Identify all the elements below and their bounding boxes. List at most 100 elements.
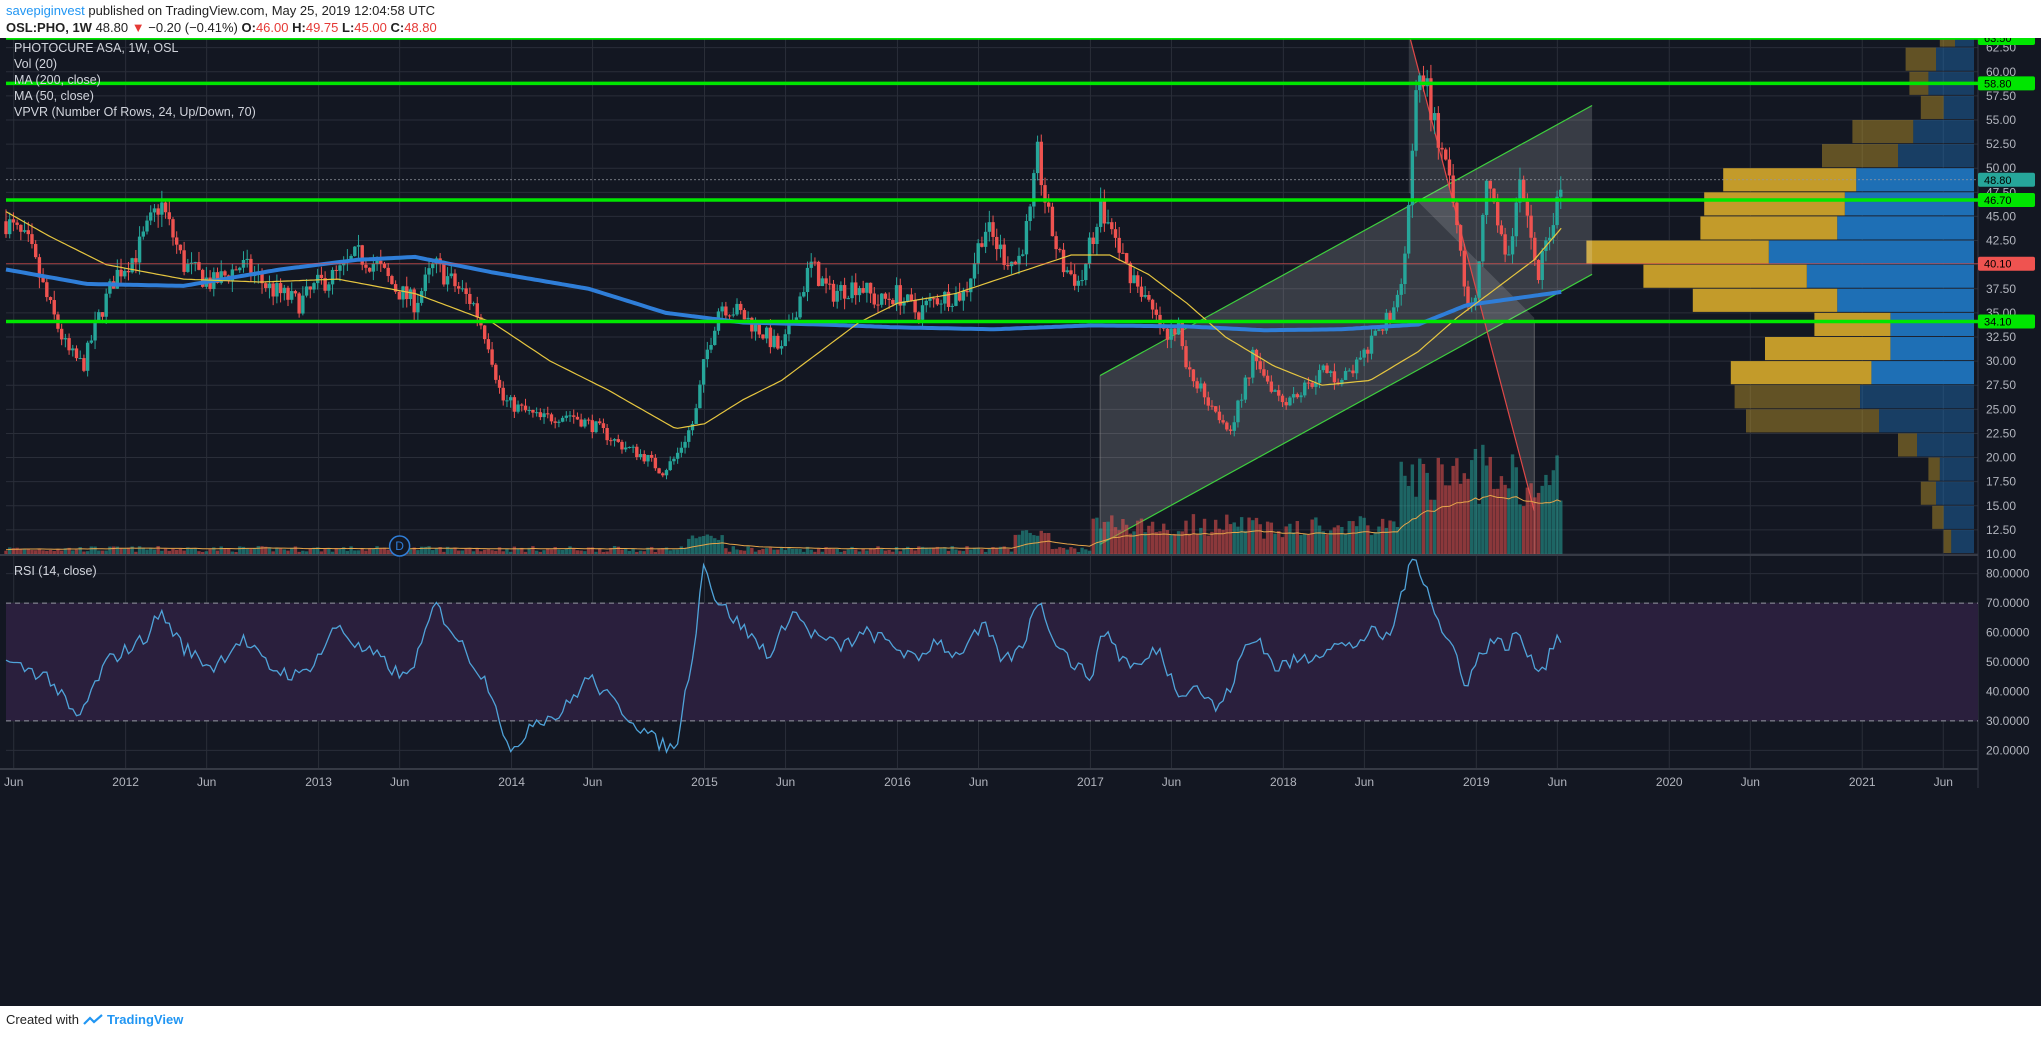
volume-bar xyxy=(1058,547,1062,554)
candle-body xyxy=(149,212,153,221)
candle-body xyxy=(1354,359,1359,374)
candle-body xyxy=(219,271,223,283)
volume-bar xyxy=(1369,535,1374,554)
volume-bar xyxy=(1021,530,1025,554)
volume-bar xyxy=(1384,527,1389,554)
candle-body xyxy=(215,272,220,283)
candle-body xyxy=(1466,286,1470,306)
tradingview-brand[interactable]: TradingView xyxy=(106,1012,184,1027)
candle-body xyxy=(37,257,42,278)
vp-bar-down xyxy=(1730,361,1872,385)
candle-body xyxy=(668,461,672,471)
candle-body xyxy=(137,236,142,263)
volume-bar xyxy=(917,546,921,554)
volume-bar xyxy=(590,547,594,554)
candle-body xyxy=(1540,250,1544,280)
candle-body xyxy=(423,274,428,292)
candle-body xyxy=(1143,295,1147,297)
candle-body xyxy=(661,473,665,476)
candle-body xyxy=(442,263,446,285)
volume-bar xyxy=(623,548,628,554)
volume-bar xyxy=(905,546,910,554)
candle-body xyxy=(145,220,149,232)
candle-body xyxy=(468,293,472,304)
candle-body xyxy=(1084,263,1088,281)
volume-bar xyxy=(891,551,895,554)
candle-body xyxy=(286,287,290,300)
candle-body xyxy=(19,224,23,232)
candle-body xyxy=(1477,261,1481,298)
dividend-marker[interactable]: D xyxy=(388,535,411,557)
candle-body xyxy=(267,283,272,289)
price-chart[interactable]: 10.00 12.50 15.00 17.50 20.00 22.50 25.00 27.50… xyxy=(0,38,2041,1006)
candle-body xyxy=(805,267,810,293)
legend-vol[interactable]: Vol (20) xyxy=(14,57,57,71)
time-axis[interactable]: Jun 2012 Jun 2013 Jun 2014 Jun 2015 Jun 2016 Jun 20… xyxy=(4,775,1953,789)
candle-body xyxy=(1102,199,1107,224)
volume-bar xyxy=(304,551,309,554)
candle-body xyxy=(367,267,372,272)
candle-body xyxy=(687,430,691,442)
rsi-axis[interactable]: 20.0000 30.0000 40.0000 50.0000 60.0000 70.00… xyxy=(1986,567,2030,758)
candle-body xyxy=(1154,309,1159,315)
volume-bar xyxy=(1228,524,1233,554)
candle-body xyxy=(1173,328,1177,335)
candle-body xyxy=(1288,397,1292,406)
candle-body xyxy=(163,202,168,213)
volume-bar xyxy=(464,548,468,554)
candle-body xyxy=(1176,322,1181,335)
time-tick-label: 2020 xyxy=(1656,775,1683,789)
legend-ma50[interactable]: MA (50, close) xyxy=(14,89,94,103)
volume-bar xyxy=(286,550,290,554)
price-tag-label: 58.80 xyxy=(1984,78,2012,90)
candle-body xyxy=(1536,259,1541,280)
price-axis[interactable]: 10.00 12.50 15.00 17.50 20.00 22.50 25.00 27.50… xyxy=(1986,41,2016,561)
candle-body xyxy=(1559,189,1563,197)
legend-vpvr[interactable]: VPVR (Number Of Rows, 24, Up/Down, 70) xyxy=(14,105,256,119)
candle-body xyxy=(1414,90,1418,151)
legend-rsi[interactable]: RSI (14, close) xyxy=(14,564,97,578)
volume-bar xyxy=(371,548,376,554)
candle-body xyxy=(1024,221,1029,255)
candle-body xyxy=(445,276,450,285)
candle-body xyxy=(1035,141,1040,174)
volume-bar xyxy=(1466,478,1470,554)
candle-body xyxy=(1013,261,1018,265)
volume-bar xyxy=(1444,485,1448,554)
volume-bar xyxy=(1239,517,1244,554)
candle-body xyxy=(679,447,684,453)
volume-bar xyxy=(59,550,64,554)
candle-body xyxy=(304,286,309,296)
price-tag-label: 46.70 xyxy=(1984,195,2012,207)
rsi-tick-label: 20.0000 xyxy=(1986,743,2030,757)
volume-bars xyxy=(4,444,1563,554)
candle-body xyxy=(1525,201,1530,216)
candle-body xyxy=(538,412,543,418)
high-value: 49.75 xyxy=(305,20,339,35)
volume-bar xyxy=(564,548,569,554)
volume-bar xyxy=(353,550,357,554)
volume-bar xyxy=(898,551,902,554)
vp-bar-up xyxy=(1951,529,1974,553)
volume-bar xyxy=(1265,521,1270,554)
volume-bar xyxy=(739,550,743,554)
candle-body xyxy=(353,246,357,256)
volume-bar xyxy=(1547,485,1552,554)
volume-bar xyxy=(1288,523,1292,554)
candle-body xyxy=(664,470,669,476)
candle-body xyxy=(705,349,710,360)
author-link[interactable]: savepiginvest xyxy=(6,3,85,18)
candle-body xyxy=(820,278,825,287)
candle-body xyxy=(965,290,969,293)
candle-body xyxy=(1521,179,1526,202)
candle-body xyxy=(48,297,53,301)
candle-body xyxy=(880,293,884,305)
candle-body xyxy=(779,346,784,349)
volume-bar xyxy=(679,546,684,554)
candle-body xyxy=(271,283,275,297)
volume-bar xyxy=(976,547,980,554)
candle-body xyxy=(813,261,817,263)
legend-ma200[interactable]: MA (200, close) xyxy=(14,73,101,87)
candle-body xyxy=(290,291,294,300)
price-tag-bg xyxy=(1978,193,2035,208)
